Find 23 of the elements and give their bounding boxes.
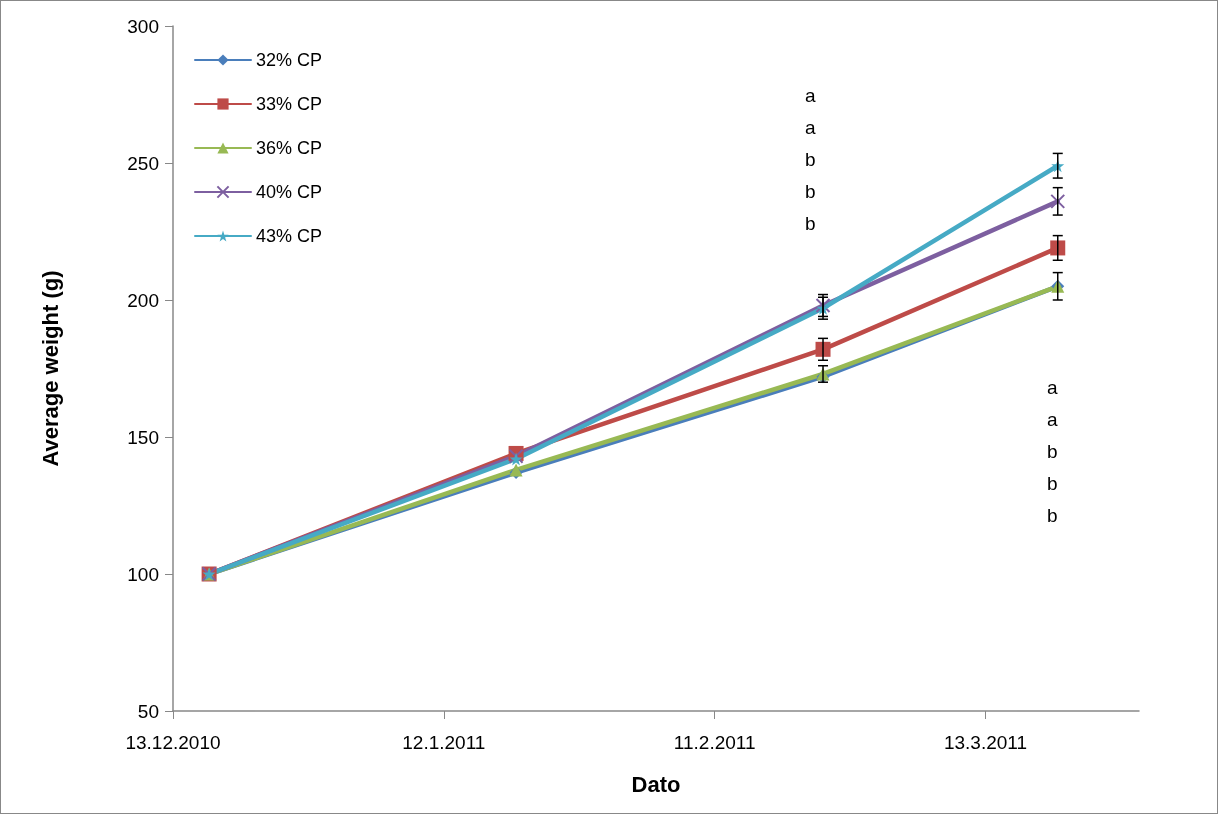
point <box>1050 193 1066 209</box>
y-tick-label: 250 <box>127 152 159 174</box>
point <box>815 297 831 313</box>
x-tick-label: 11.2.2011 <box>673 732 756 753</box>
y-tick-label: 150 <box>127 426 159 448</box>
annotation: a a b b b <box>805 84 816 234</box>
y-axis-title: Average weight (g) <box>37 270 63 467</box>
legend-label: 40% CP <box>256 182 323 202</box>
point <box>1050 240 1066 256</box>
point <box>509 452 523 466</box>
y-tick-label: 100 <box>127 563 159 585</box>
x-tick-label: 13.12.2010 <box>125 732 221 753</box>
x-axis-title: Dato <box>631 771 681 797</box>
x-tick-label: 13.3.2011 <box>943 732 1028 753</box>
legend-label: 43% CP <box>256 226 323 246</box>
x-tick-label: 12.1.2011 <box>402 732 486 753</box>
y-tick-label: 200 <box>127 289 159 311</box>
legend-label: 36% CP <box>256 138 323 158</box>
annotation: a a b b b <box>1047 376 1058 526</box>
y-tick-label: 50 <box>137 700 159 722</box>
y-tick-label: 300 <box>127 15 159 37</box>
legend-label: 33% CP <box>256 94 323 114</box>
legend-label: 32% CP <box>256 50 323 70</box>
